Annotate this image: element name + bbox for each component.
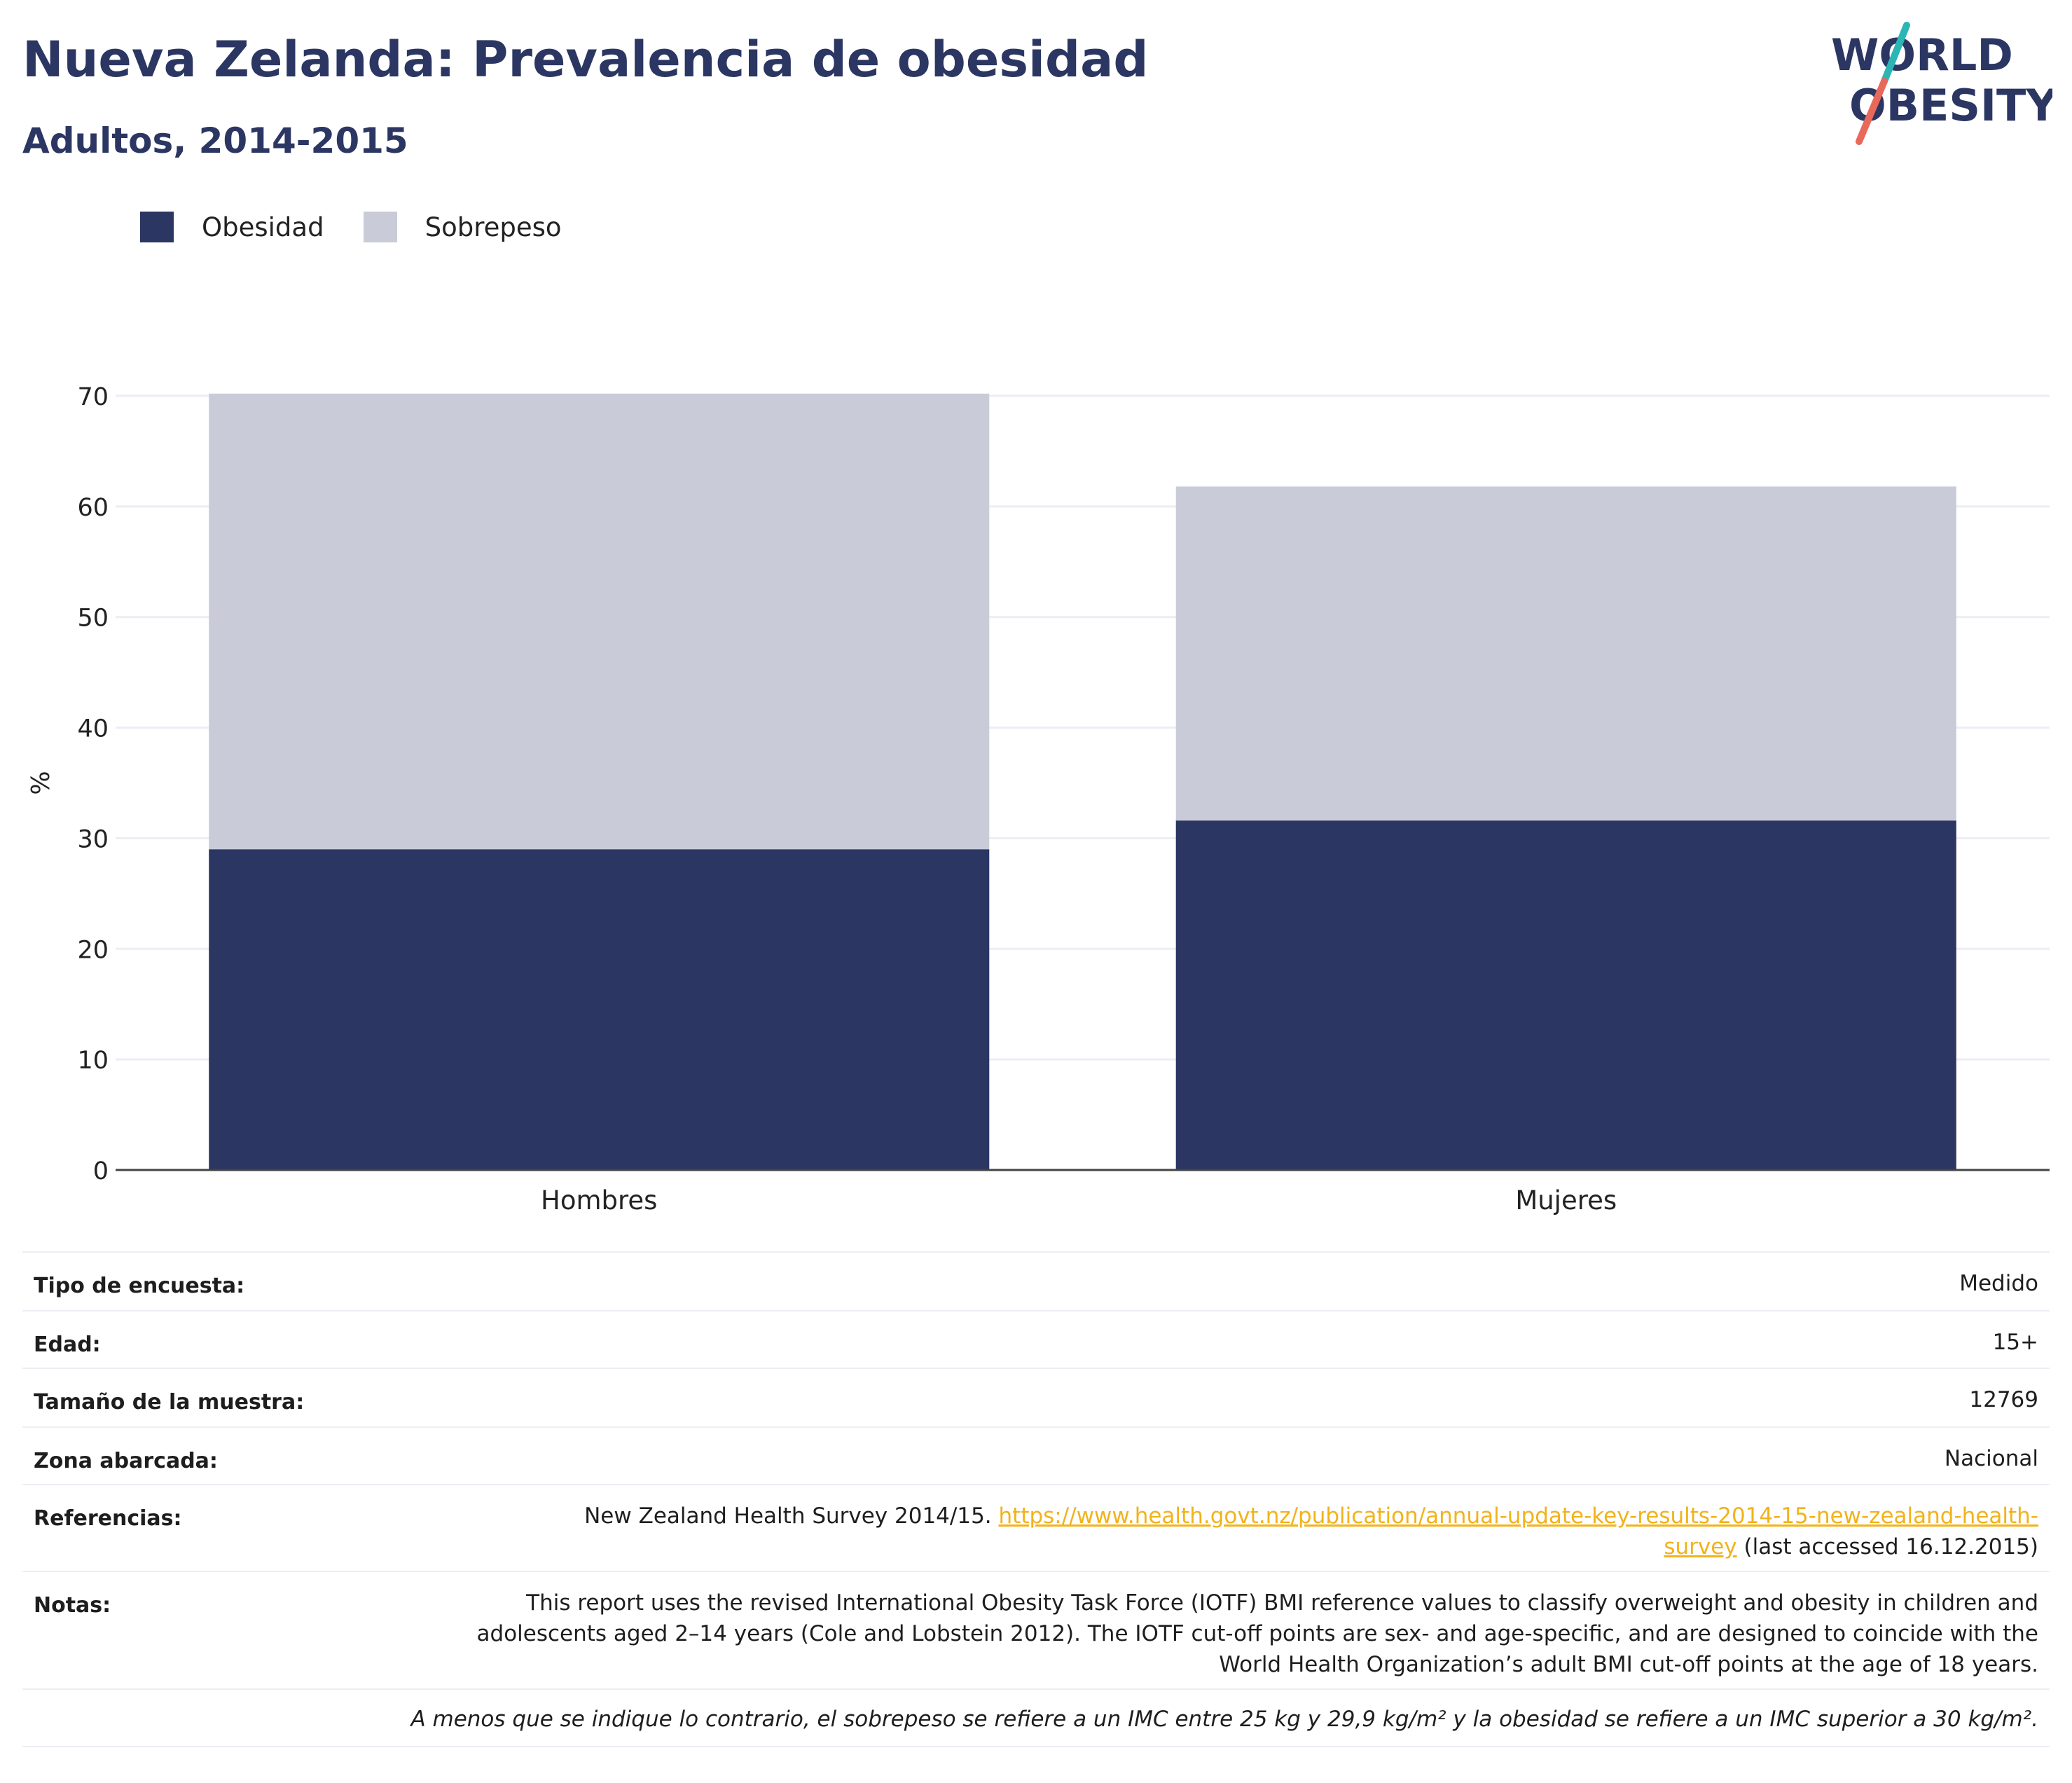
info-row-area: Zona abarcada: Nacional xyxy=(22,1426,2050,1484)
notes-label: Notas: xyxy=(34,1593,111,1618)
references-suffix: (last accessed 16.12.2015) xyxy=(1743,1534,2038,1560)
bars xyxy=(209,393,1956,1170)
references-label: Referencias: xyxy=(34,1506,182,1531)
bar-obesidad-mujeres[interactable] xyxy=(1175,820,1956,1170)
x-tick-label: Mujeres xyxy=(1515,1185,1617,1216)
logo-text-world: WORLD xyxy=(1831,29,2013,81)
legend-label-obesidad: Obesidad xyxy=(202,212,324,242)
logo-slash-top xyxy=(1881,22,1910,85)
references-text: New Zealand Health Survey 2014/15. xyxy=(584,1503,992,1529)
page-subtitle: Adultos, 2014-2015 xyxy=(22,121,408,161)
footnote: A menos que se indique lo contrario, el … xyxy=(22,1688,2050,1747)
survey-type-value: Medido xyxy=(1959,1271,2038,1296)
sample-size-value: 12769 xyxy=(1969,1387,2038,1412)
world-obesity-logo: WORLD OBESITY xyxy=(1831,22,2052,145)
references-link[interactable]: https://www.health.govt.nz/publication/a… xyxy=(998,1503,2038,1560)
y-tick-label: 50 xyxy=(77,605,109,633)
legend-swatch-sobrepeso xyxy=(363,212,397,242)
info-row-survey-type: Tipo de encuesta: Medido xyxy=(22,1251,2050,1310)
bar-sobrepeso-mujeres[interactable] xyxy=(1175,486,1956,821)
legend-label-sobrepeso: Sobrepeso xyxy=(424,212,562,242)
page-title: Nueva Zelanda: Prevalencia de obesidad xyxy=(22,31,1149,88)
y-tick-label: 40 xyxy=(77,715,109,743)
legend-item-obesidad[interactable]: Obesidad xyxy=(140,212,324,242)
y-tick-labels: 0 10 20 30 40 50 60 70 xyxy=(77,383,109,1185)
y-tick-label: 60 xyxy=(77,494,109,522)
area-value: Nacional xyxy=(1944,1446,2038,1471)
info-row-notes: Notas: This report uses the revised Inte… xyxy=(22,1571,2050,1688)
info-row-age: Edad: 15+ xyxy=(22,1310,2050,1368)
y-tick-label: 0 xyxy=(93,1157,109,1185)
survey-info-table: Tipo de encuesta: Medido Edad: 15+ Tamañ… xyxy=(22,1251,2050,1747)
info-row-sample-size: Tamaño de la muestra: 12769 xyxy=(22,1368,2050,1426)
area-label: Zona abarcada: xyxy=(34,1449,218,1473)
y-tick-label: 20 xyxy=(77,936,109,964)
survey-type-label: Tipo de encuesta: xyxy=(34,1274,245,1298)
y-axis-label: % xyxy=(27,771,55,794)
legend-swatch-obesidad xyxy=(140,212,174,242)
y-tick-label: 70 xyxy=(77,383,109,411)
y-tick-label: 10 xyxy=(77,1047,109,1075)
notes-value: This report uses the revised Internation… xyxy=(476,1590,2038,1677)
bar-obesidad-hombres[interactable] xyxy=(209,849,990,1170)
chart-legend: Obesidad Sobrepeso xyxy=(140,210,601,244)
references-value: New Zealand Health Survey 2014/15. https… xyxy=(567,1501,2038,1571)
x-tick-label: Hombres xyxy=(541,1185,657,1216)
logo-slash-bottom xyxy=(1856,78,1888,145)
age-label: Edad: xyxy=(34,1333,101,1357)
bar-chart: 0 10 20 30 40 50 60 70 Hombres Mujeres % xyxy=(27,383,2050,1216)
legend-item-sobrepeso[interactable]: Sobrepeso xyxy=(363,212,562,242)
info-row-references: Referencias: New Zealand Health Survey 2… xyxy=(22,1484,2050,1571)
y-tick-label: 30 xyxy=(77,825,109,853)
x-tick-labels: Hombres Mujeres xyxy=(541,1185,1617,1216)
sample-size-label: Tamaño de la muestra: xyxy=(34,1390,305,1414)
bar-sobrepeso-hombres[interactable] xyxy=(209,393,990,850)
age-value: 15+ xyxy=(1992,1330,2038,1355)
